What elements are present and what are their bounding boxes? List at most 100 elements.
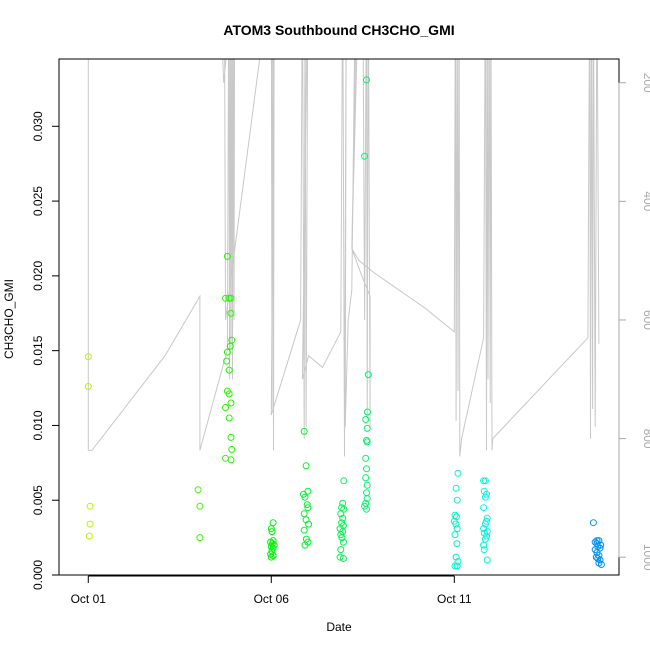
scatter-point: [363, 481, 371, 489]
scatter-point: [453, 562, 461, 570]
scatter-point: [301, 493, 309, 501]
scatter-point: [363, 76, 370, 84]
scatter-point: [304, 504, 312, 512]
scatter-point: [589, 519, 597, 527]
scatter-series: [84, 76, 605, 570]
scatter-point: [228, 445, 236, 453]
scatter-point: [267, 525, 275, 533]
scatter-point: [452, 520, 460, 528]
scatter-point: [338, 534, 346, 542]
scatter-point: [480, 546, 488, 554]
scatter-point: [267, 553, 275, 561]
scatter-point: [363, 438, 371, 446]
y-tick-label: 0.030: [31, 111, 45, 141]
y-tick-label: 0.020: [31, 261, 45, 291]
scatter-point: [269, 552, 277, 560]
scatter-point: [480, 541, 488, 549]
scatter-point: [451, 562, 459, 570]
scatter-point: [364, 408, 371, 416]
scatter-point: [302, 462, 310, 470]
right-tick-label: 1000: [641, 544, 650, 571]
scatter-point: [363, 505, 370, 513]
scatter-point: [194, 486, 202, 494]
scatter-point: [225, 390, 233, 398]
scatter-point: [222, 404, 229, 411]
y-axis-label: CH3CHO_GMI: [2, 279, 16, 359]
scatter-point: [451, 531, 459, 539]
right-tick-label: 600: [641, 310, 650, 330]
plot-region: [84, 59, 605, 570]
scatter-point: [227, 456, 235, 464]
y-tick-label: 0.025: [31, 186, 45, 216]
y-tick-label: 0.010: [31, 410, 45, 440]
scatter-point: [267, 543, 275, 551]
scatter-point: [303, 501, 311, 509]
right-tick-label: 200: [641, 73, 650, 93]
right-axis: 200 400 600 800 1000: [618, 73, 650, 571]
x-axis-label: Date: [326, 620, 352, 634]
right-tick-label: 400: [641, 191, 650, 211]
scatter-point: [337, 531, 345, 539]
chart-title: ATOM3 Southbound CH3CHO_GMI: [223, 22, 454, 38]
scatter-point: [84, 353, 92, 361]
scatter-point: [480, 504, 488, 512]
y-tick-label: 0.005: [31, 485, 45, 515]
scatter-point: [225, 366, 233, 374]
scatter-point: [481, 477, 489, 485]
scatter-point: [336, 553, 344, 561]
x-tick-label: Oct 11: [437, 592, 472, 606]
scatter-point: [226, 342, 234, 350]
scatter-point: [364, 371, 372, 379]
altitude-line: [87, 59, 600, 457]
scatter-point: [483, 490, 490, 498]
scatter-point: [596, 556, 604, 564]
scatter-point: [86, 520, 94, 528]
scatter-point: [84, 383, 92, 390]
scatter-point: [363, 489, 370, 497]
scatter-point: [363, 465, 370, 473]
y-axis: 0.000 0.005 0.010 0.015 0.020 0.025 0.030: [31, 111, 60, 590]
scatter-point: [223, 348, 231, 356]
right-tick-label: 800: [641, 429, 650, 449]
scatter-point: [340, 477, 348, 485]
scatter-point: [454, 469, 462, 477]
scatter-point: [481, 520, 489, 528]
scatter-point: [339, 514, 347, 522]
scatter-point: [305, 520, 313, 528]
scatter-point: [483, 532, 490, 540]
scatter-point: [85, 532, 93, 540]
scatter-point: [453, 496, 461, 504]
scatter-point: [591, 538, 599, 546]
plot-frame: [58, 58, 620, 576]
x-tick-label: Oct 06: [254, 592, 290, 606]
scatter-point: [451, 511, 459, 519]
x-axis: Oct 01 Oct 06 Oct 11: [71, 575, 472, 606]
scatter-point: [227, 294, 235, 302]
scatter-point: [223, 252, 231, 260]
scatter-point: [362, 454, 370, 462]
scatter-point: [268, 528, 276, 536]
y-tick-label: 0.015: [31, 335, 45, 365]
scatter-point: [597, 561, 605, 568]
scatter-point: [483, 556, 491, 564]
scatter-point: [452, 553, 460, 561]
scatter-point: [196, 534, 204, 542]
scatter-point: [227, 309, 235, 317]
scatter-point: [363, 495, 371, 503]
scatter-point: [453, 540, 461, 548]
scatter-point: [300, 427, 308, 435]
scatter-point: [362, 474, 370, 482]
scatter-point: [363, 424, 371, 432]
y-tick-label: 0.000: [31, 560, 45, 590]
scatter-point: [361, 152, 369, 160]
scatter-point: [339, 555, 347, 562]
scatter-point: [300, 526, 308, 534]
scatter-point: [337, 510, 345, 518]
scatter-point: [196, 502, 204, 510]
scatter-point: [301, 541, 309, 549]
x-tick-label: Oct 01: [71, 592, 107, 606]
scatter-point: [304, 487, 312, 495]
scatter-point: [269, 519, 277, 527]
scatter-point: [337, 546, 345, 554]
